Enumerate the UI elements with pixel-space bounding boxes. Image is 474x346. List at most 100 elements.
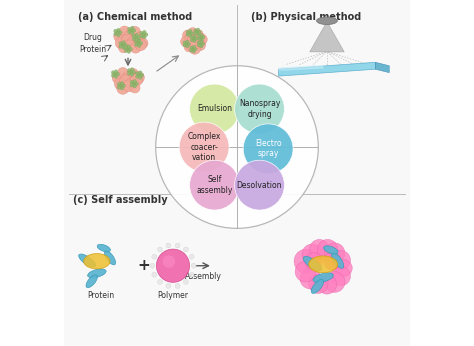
Text: (b) Physical method: (b) Physical method: [251, 12, 361, 22]
Circle shape: [126, 78, 137, 88]
Ellipse shape: [324, 246, 338, 254]
Circle shape: [117, 82, 129, 94]
Circle shape: [117, 83, 121, 86]
Circle shape: [186, 45, 189, 48]
Circle shape: [132, 82, 136, 86]
Circle shape: [198, 30, 201, 34]
Circle shape: [116, 31, 119, 35]
Circle shape: [189, 29, 192, 33]
Circle shape: [123, 80, 135, 92]
Circle shape: [130, 81, 134, 84]
Circle shape: [137, 39, 141, 43]
Ellipse shape: [88, 269, 106, 278]
Circle shape: [193, 35, 196, 38]
Text: Protein: Protein: [80, 45, 107, 54]
Circle shape: [196, 34, 207, 45]
Ellipse shape: [79, 254, 96, 267]
Circle shape: [192, 37, 195, 40]
Circle shape: [317, 239, 338, 260]
Circle shape: [130, 73, 143, 86]
Circle shape: [200, 34, 203, 37]
FancyBboxPatch shape: [55, 0, 419, 346]
Circle shape: [187, 35, 198, 46]
Circle shape: [199, 42, 202, 46]
Circle shape: [132, 37, 136, 40]
Circle shape: [121, 43, 125, 47]
Circle shape: [235, 84, 284, 134]
Polygon shape: [279, 62, 375, 76]
Circle shape: [126, 47, 130, 51]
Circle shape: [166, 283, 171, 288]
Circle shape: [190, 160, 239, 210]
Circle shape: [132, 72, 145, 83]
Circle shape: [129, 26, 140, 37]
Circle shape: [132, 34, 136, 37]
Circle shape: [122, 84, 126, 88]
Circle shape: [129, 70, 133, 74]
Circle shape: [305, 253, 322, 270]
Circle shape: [324, 243, 345, 264]
Circle shape: [189, 43, 201, 54]
Circle shape: [128, 69, 138, 78]
Circle shape: [152, 254, 157, 259]
Circle shape: [135, 33, 138, 37]
Circle shape: [130, 83, 140, 93]
Circle shape: [152, 272, 157, 277]
Circle shape: [189, 34, 192, 37]
Circle shape: [191, 32, 193, 35]
Circle shape: [189, 272, 194, 277]
Circle shape: [140, 73, 144, 77]
Circle shape: [197, 44, 201, 47]
Circle shape: [194, 38, 204, 48]
Circle shape: [120, 82, 124, 85]
Circle shape: [158, 247, 163, 252]
Circle shape: [166, 243, 171, 248]
Circle shape: [186, 40, 197, 50]
Circle shape: [185, 42, 188, 46]
Circle shape: [295, 261, 316, 282]
Circle shape: [118, 43, 128, 53]
Circle shape: [127, 45, 130, 48]
Circle shape: [331, 266, 350, 286]
Circle shape: [128, 27, 131, 30]
Ellipse shape: [86, 275, 97, 288]
Circle shape: [136, 75, 139, 78]
Circle shape: [133, 84, 137, 88]
Circle shape: [186, 30, 189, 33]
Polygon shape: [309, 256, 337, 273]
Circle shape: [132, 70, 136, 74]
Text: Self
assembly: Self assembly: [196, 175, 233, 195]
Circle shape: [194, 29, 197, 32]
Circle shape: [196, 33, 200, 36]
Circle shape: [127, 37, 138, 48]
Circle shape: [135, 38, 138, 42]
Circle shape: [192, 50, 195, 53]
Circle shape: [183, 247, 188, 252]
Circle shape: [188, 28, 198, 37]
Text: Polymer: Polymer: [157, 291, 189, 300]
Circle shape: [158, 280, 163, 284]
Polygon shape: [375, 62, 389, 73]
Circle shape: [117, 28, 120, 32]
Circle shape: [129, 47, 132, 51]
Circle shape: [136, 72, 139, 75]
Circle shape: [124, 49, 128, 52]
Circle shape: [197, 41, 201, 44]
Circle shape: [294, 249, 319, 273]
Circle shape: [137, 44, 141, 47]
Circle shape: [198, 37, 201, 40]
Ellipse shape: [311, 280, 324, 293]
Circle shape: [134, 35, 143, 44]
Circle shape: [111, 74, 115, 77]
Circle shape: [138, 71, 142, 74]
Circle shape: [120, 75, 131, 86]
Circle shape: [113, 72, 117, 76]
Circle shape: [196, 28, 200, 31]
Circle shape: [191, 263, 196, 268]
Circle shape: [300, 268, 321, 289]
Circle shape: [143, 30, 146, 34]
Ellipse shape: [303, 256, 322, 271]
Circle shape: [243, 124, 293, 174]
Ellipse shape: [104, 251, 116, 265]
Circle shape: [140, 35, 143, 38]
